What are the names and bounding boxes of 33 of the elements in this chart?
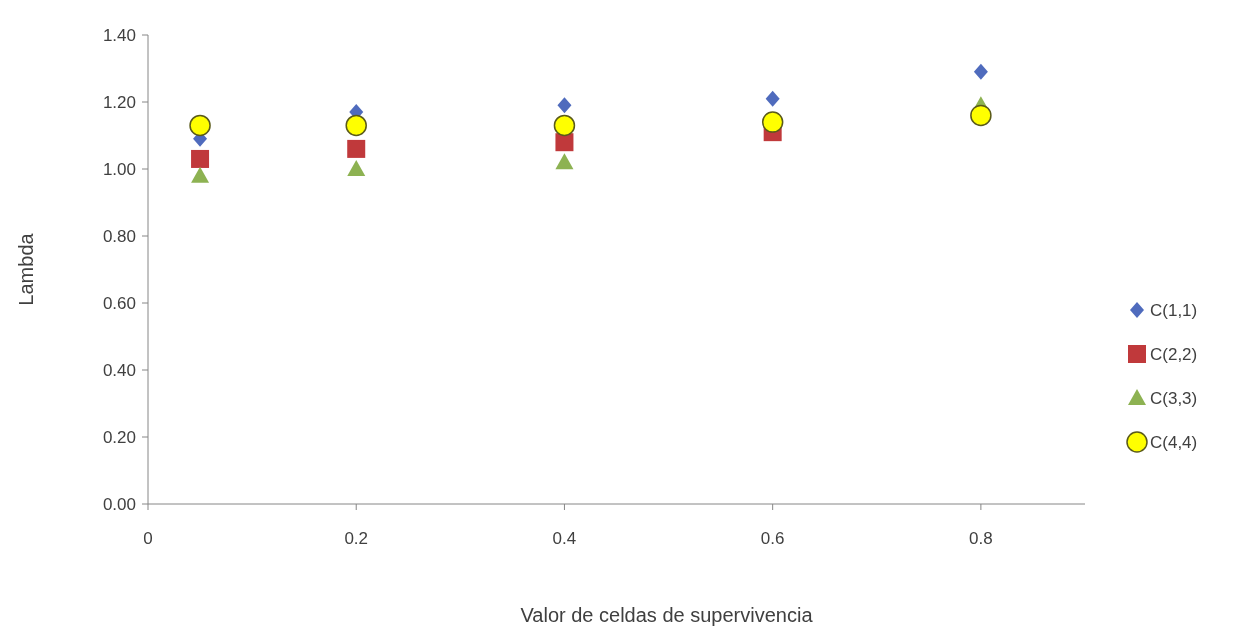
y-tick-label: 1.40	[102, 25, 136, 45]
point	[970, 104, 992, 127]
legend-label: C(1,1)	[1150, 300, 1198, 320]
point	[555, 153, 574, 170]
point	[557, 97, 572, 114]
point	[191, 149, 210, 168]
x-tick-label: 0.6	[760, 529, 785, 548]
x-tick-label: 0.4	[552, 529, 577, 548]
point	[189, 114, 211, 137]
point	[765, 90, 780, 107]
legend-label: C(4,4)	[1150, 432, 1198, 452]
point	[345, 114, 367, 137]
point	[553, 114, 576, 137]
legend-label: C(2,2)	[1150, 344, 1198, 364]
y-tick-label: 0.60	[102, 293, 136, 313]
y-tick-label: 0.20	[102, 427, 136, 447]
point	[191, 166, 210, 183]
point	[761, 111, 784, 133]
point	[555, 133, 574, 152]
point	[347, 139, 366, 158]
y-axis-title: Lambda	[15, 232, 37, 306]
y-tick-label: 0.40	[102, 360, 136, 380]
y-tick-label: 1.20	[102, 92, 136, 112]
x-tick-label: 0.8	[969, 529, 993, 548]
y-tick-label: 0.80	[102, 226, 136, 246]
legend-label: C(3,3)	[1150, 388, 1198, 408]
y-tick-label: 0.00	[102, 494, 136, 514]
x-tick-label: 0	[143, 529, 153, 548]
point	[347, 160, 366, 176]
x-tick-label: 0.2	[344, 529, 369, 548]
x-axis-title: Valor de celdas de supervivencia	[520, 604, 814, 626]
y-tick-label: 1.00	[102, 159, 136, 179]
point	[973, 63, 988, 80]
